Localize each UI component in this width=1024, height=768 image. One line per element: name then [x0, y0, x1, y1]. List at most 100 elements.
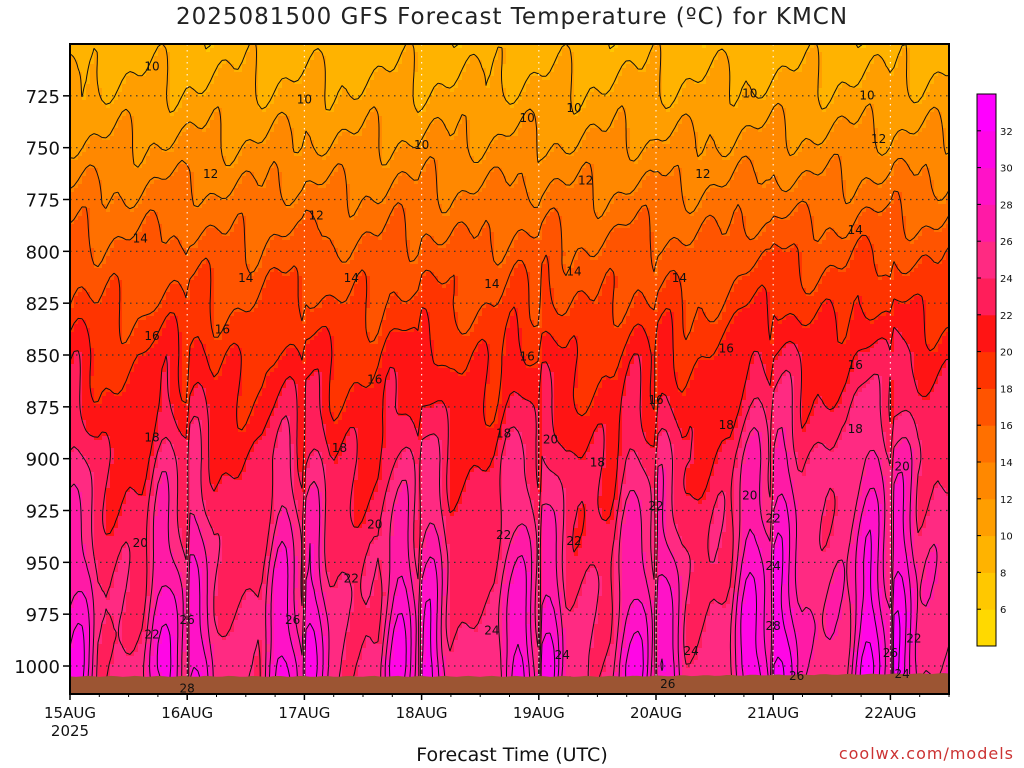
- temperature-cell: [206, 508, 275, 513]
- temperature-cell: [242, 64, 259, 69]
- temperature-cell: [906, 216, 949, 221]
- temperature-cell: [870, 104, 875, 109]
- temperature-cell: [258, 304, 303, 309]
- temperature-cell: [366, 196, 371, 201]
- temperature-cell: [518, 128, 539, 133]
- temperature-cell: [350, 184, 395, 189]
- temperature-cell: [238, 216, 247, 221]
- temperature-cell: [330, 384, 355, 389]
- temperature-cell: [830, 228, 835, 233]
- temperature-cell: [658, 336, 675, 341]
- temperature-cell: [194, 420, 203, 425]
- temperature-cell: [358, 208, 395, 213]
- temperature-cell: [922, 464, 949, 469]
- temperature-cell: [298, 504, 307, 509]
- temperature-cell: [614, 540, 623, 545]
- temperature-cell: [202, 468, 211, 473]
- temperature-cell: [374, 496, 387, 501]
- temperature-cell: [202, 340, 311, 345]
- temperature-cell: [686, 80, 695, 85]
- temperature-cell: [282, 272, 291, 277]
- temperature-cell: [706, 496, 719, 501]
- temperature-cell: [710, 540, 723, 545]
- temperature-cell: [750, 368, 767, 373]
- temperature-cell: [574, 60, 651, 65]
- temperature-cell: [618, 484, 623, 489]
- temperature-cell: [350, 204, 363, 209]
- temperature-cell: [438, 164, 587, 169]
- temperature-cell: [810, 204, 891, 209]
- temperature-cell: [798, 516, 823, 521]
- temperature-cell: [210, 556, 223, 561]
- temperature-cell: [658, 348, 675, 353]
- temperature-cell: [946, 144, 949, 149]
- temperature-cell: [358, 464, 383, 469]
- temperature-cell: [442, 468, 451, 473]
- temperature-cell: [350, 216, 355, 221]
- temperature-cell: [742, 500, 763, 505]
- temperature-cell: [738, 424, 747, 429]
- temperature-cell: [110, 480, 147, 485]
- temperature-cell: [586, 504, 599, 509]
- temperature-cell: [398, 408, 423, 413]
- temperature-cell: [302, 320, 307, 325]
- temperature-cell: [210, 196, 219, 201]
- temperature-cell: [70, 520, 83, 525]
- temperature-cell: [598, 428, 607, 433]
- temperature-cell: [622, 496, 631, 501]
- temperature-cell: [622, 68, 639, 73]
- temperature-cell: [662, 100, 679, 105]
- temperature-cell: [878, 276, 883, 281]
- temperature-cell: [462, 44, 567, 49]
- temperature-cell: [762, 508, 775, 513]
- temperature-cell: [222, 480, 275, 485]
- temperature-cell: [422, 284, 443, 289]
- temperature-cell: [82, 372, 95, 377]
- temperature-cell: [398, 496, 411, 501]
- temperature-cell: [370, 232, 383, 237]
- temperature-cell: [442, 120, 463, 125]
- temperature-cell: [278, 552, 291, 557]
- temperature-cell: [70, 144, 87, 149]
- temperature-cell: [322, 376, 335, 381]
- temperature-cell: [110, 444, 155, 449]
- temperature-cell: [210, 48, 251, 53]
- temperature-cell: [790, 68, 803, 73]
- temperature-cell: [190, 492, 203, 497]
- temperature-cell: [614, 312, 631, 317]
- temperature-cell: [514, 428, 519, 433]
- temperature-cell: [142, 224, 163, 229]
- temperature-cell: [374, 76, 415, 81]
- temperature-cell: [586, 512, 603, 517]
- temperature-cell: [586, 104, 667, 109]
- temperature-cell: [82, 180, 103, 185]
- temperature-cell: [422, 516, 447, 521]
- temperature-cell: [578, 148, 631, 153]
- temperature-cell: [158, 432, 183, 437]
- temperature-cell: [458, 276, 511, 281]
- temperature-cell: [534, 236, 543, 241]
- temperature-cell: [330, 380, 375, 385]
- temperature-cell: [554, 292, 579, 297]
- temperature-cell: [222, 144, 247, 149]
- temperature-cell: [742, 160, 755, 165]
- temperature-cell: [554, 428, 599, 433]
- temperature-cell: [518, 324, 535, 329]
- temperature-cell: [694, 448, 723, 453]
- temperature-cell: [422, 416, 451, 421]
- temperature-cell: [666, 500, 675, 505]
- temperature-cell: [394, 516, 411, 521]
- temperature-cell: [646, 436, 659, 441]
- temperature-cell: [578, 520, 587, 525]
- temperature-cell: [406, 236, 427, 241]
- temperature-cell: [422, 328, 431, 333]
- temperature-cell: [602, 492, 619, 497]
- temperature-cell: [746, 424, 771, 429]
- temperature-cell: [98, 76, 127, 81]
- temperature-cell: [946, 200, 949, 205]
- temperature-cell: [902, 440, 911, 445]
- temperature-cell: [326, 64, 399, 69]
- temperature-cell: [486, 224, 491, 229]
- temperature-cell: [642, 324, 659, 329]
- temperature-cell: [642, 420, 659, 425]
